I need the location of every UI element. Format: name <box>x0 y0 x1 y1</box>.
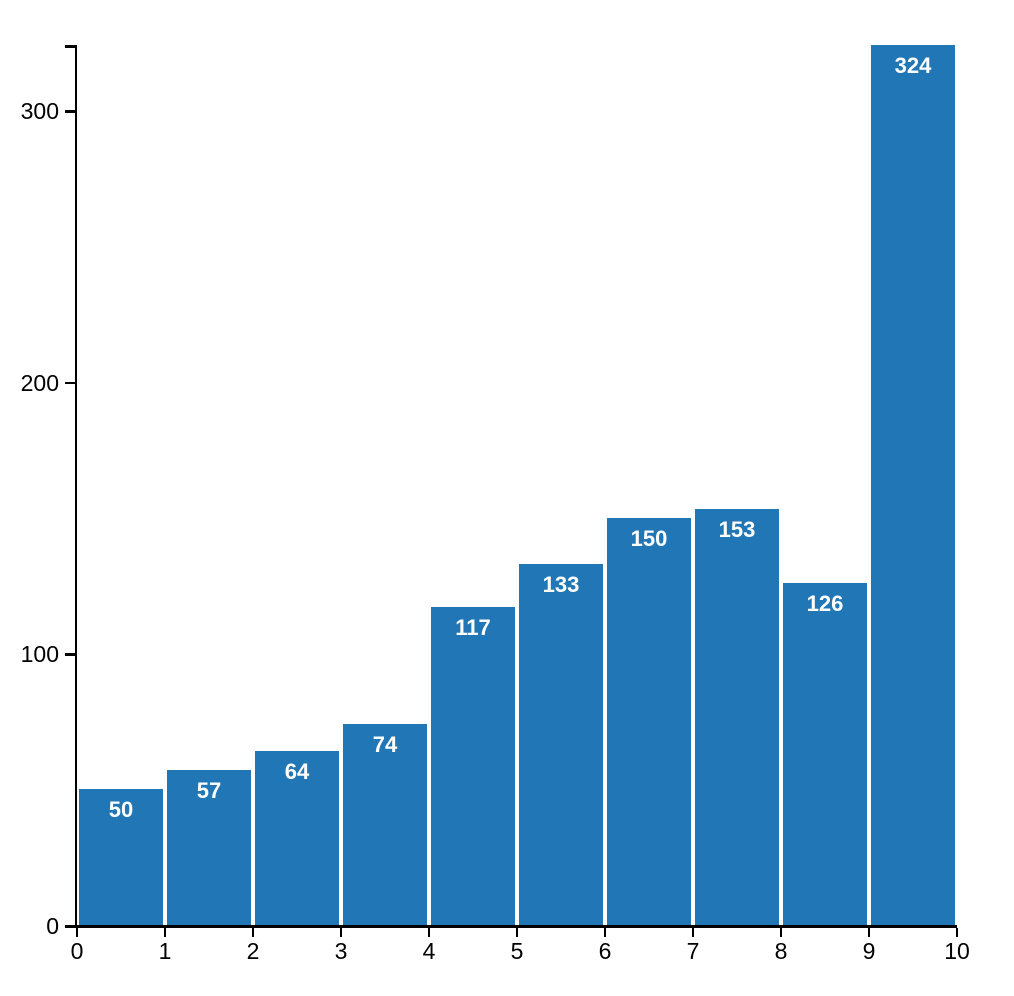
bar-value-label: 57 <box>196 778 222 804</box>
bar-value-label: 150 <box>630 525 668 551</box>
x-tick <box>163 927 167 937</box>
y-tick-label: 300 <box>20 98 59 125</box>
y-axis-line <box>74 45 77 928</box>
bar-value-label: 64 <box>284 759 310 785</box>
x-tick <box>867 927 871 937</box>
bar-value-label: 324 <box>894 53 932 78</box>
x-tick-label: 2 <box>246 937 260 964</box>
y-tick <box>65 381 77 385</box>
x-tick <box>955 927 959 937</box>
x-tick-label: 1 <box>158 937 172 964</box>
x-tick-label: 9 <box>862 937 876 964</box>
bar-value-label: 117 <box>455 615 491 641</box>
y-tick <box>65 653 77 656</box>
x-tick-label: 5 <box>510 937 524 964</box>
bar <box>167 770 251 925</box>
bar-value-label: 74 <box>372 732 398 757</box>
bar-value-label: 153 <box>718 517 756 543</box>
x-tick <box>691 927 695 937</box>
y-tick <box>65 925 77 928</box>
bar <box>519 563 603 925</box>
bar <box>431 607 515 925</box>
y-axis-top-cap <box>65 45 77 48</box>
bar <box>871 45 955 925</box>
bar <box>79 789 163 925</box>
x-tick <box>779 927 783 937</box>
bar-value-label: 126 <box>806 590 844 616</box>
x-tick-label: 0 <box>70 937 84 964</box>
x-tick <box>75 927 79 937</box>
bar <box>255 751 339 925</box>
x-tick-label: 8 <box>774 937 788 964</box>
x-tick-label: 6 <box>598 937 612 964</box>
y-tick-label: 200 <box>20 369 59 396</box>
x-tick-label: 4 <box>422 937 436 964</box>
bar <box>607 517 691 925</box>
x-tick-label: 7 <box>686 937 700 964</box>
bar-value-label: 50 <box>108 797 134 823</box>
y-tick-label: 100 <box>20 641 59 668</box>
x-axis-line <box>74 925 957 928</box>
y-tick <box>65 110 77 113</box>
x-tick-label: 3 <box>334 937 348 964</box>
y-tick-label: 0 <box>46 913 59 939</box>
x-tick-label: 10 <box>944 937 970 964</box>
x-tick <box>251 927 255 937</box>
bar-value-label: 133 <box>542 571 580 597</box>
bar <box>695 509 779 925</box>
x-tick <box>427 927 431 937</box>
x-tick <box>515 927 519 937</box>
x-tick <box>339 927 343 937</box>
bar <box>343 724 427 925</box>
bar <box>783 582 867 925</box>
x-tick <box>603 927 607 937</box>
